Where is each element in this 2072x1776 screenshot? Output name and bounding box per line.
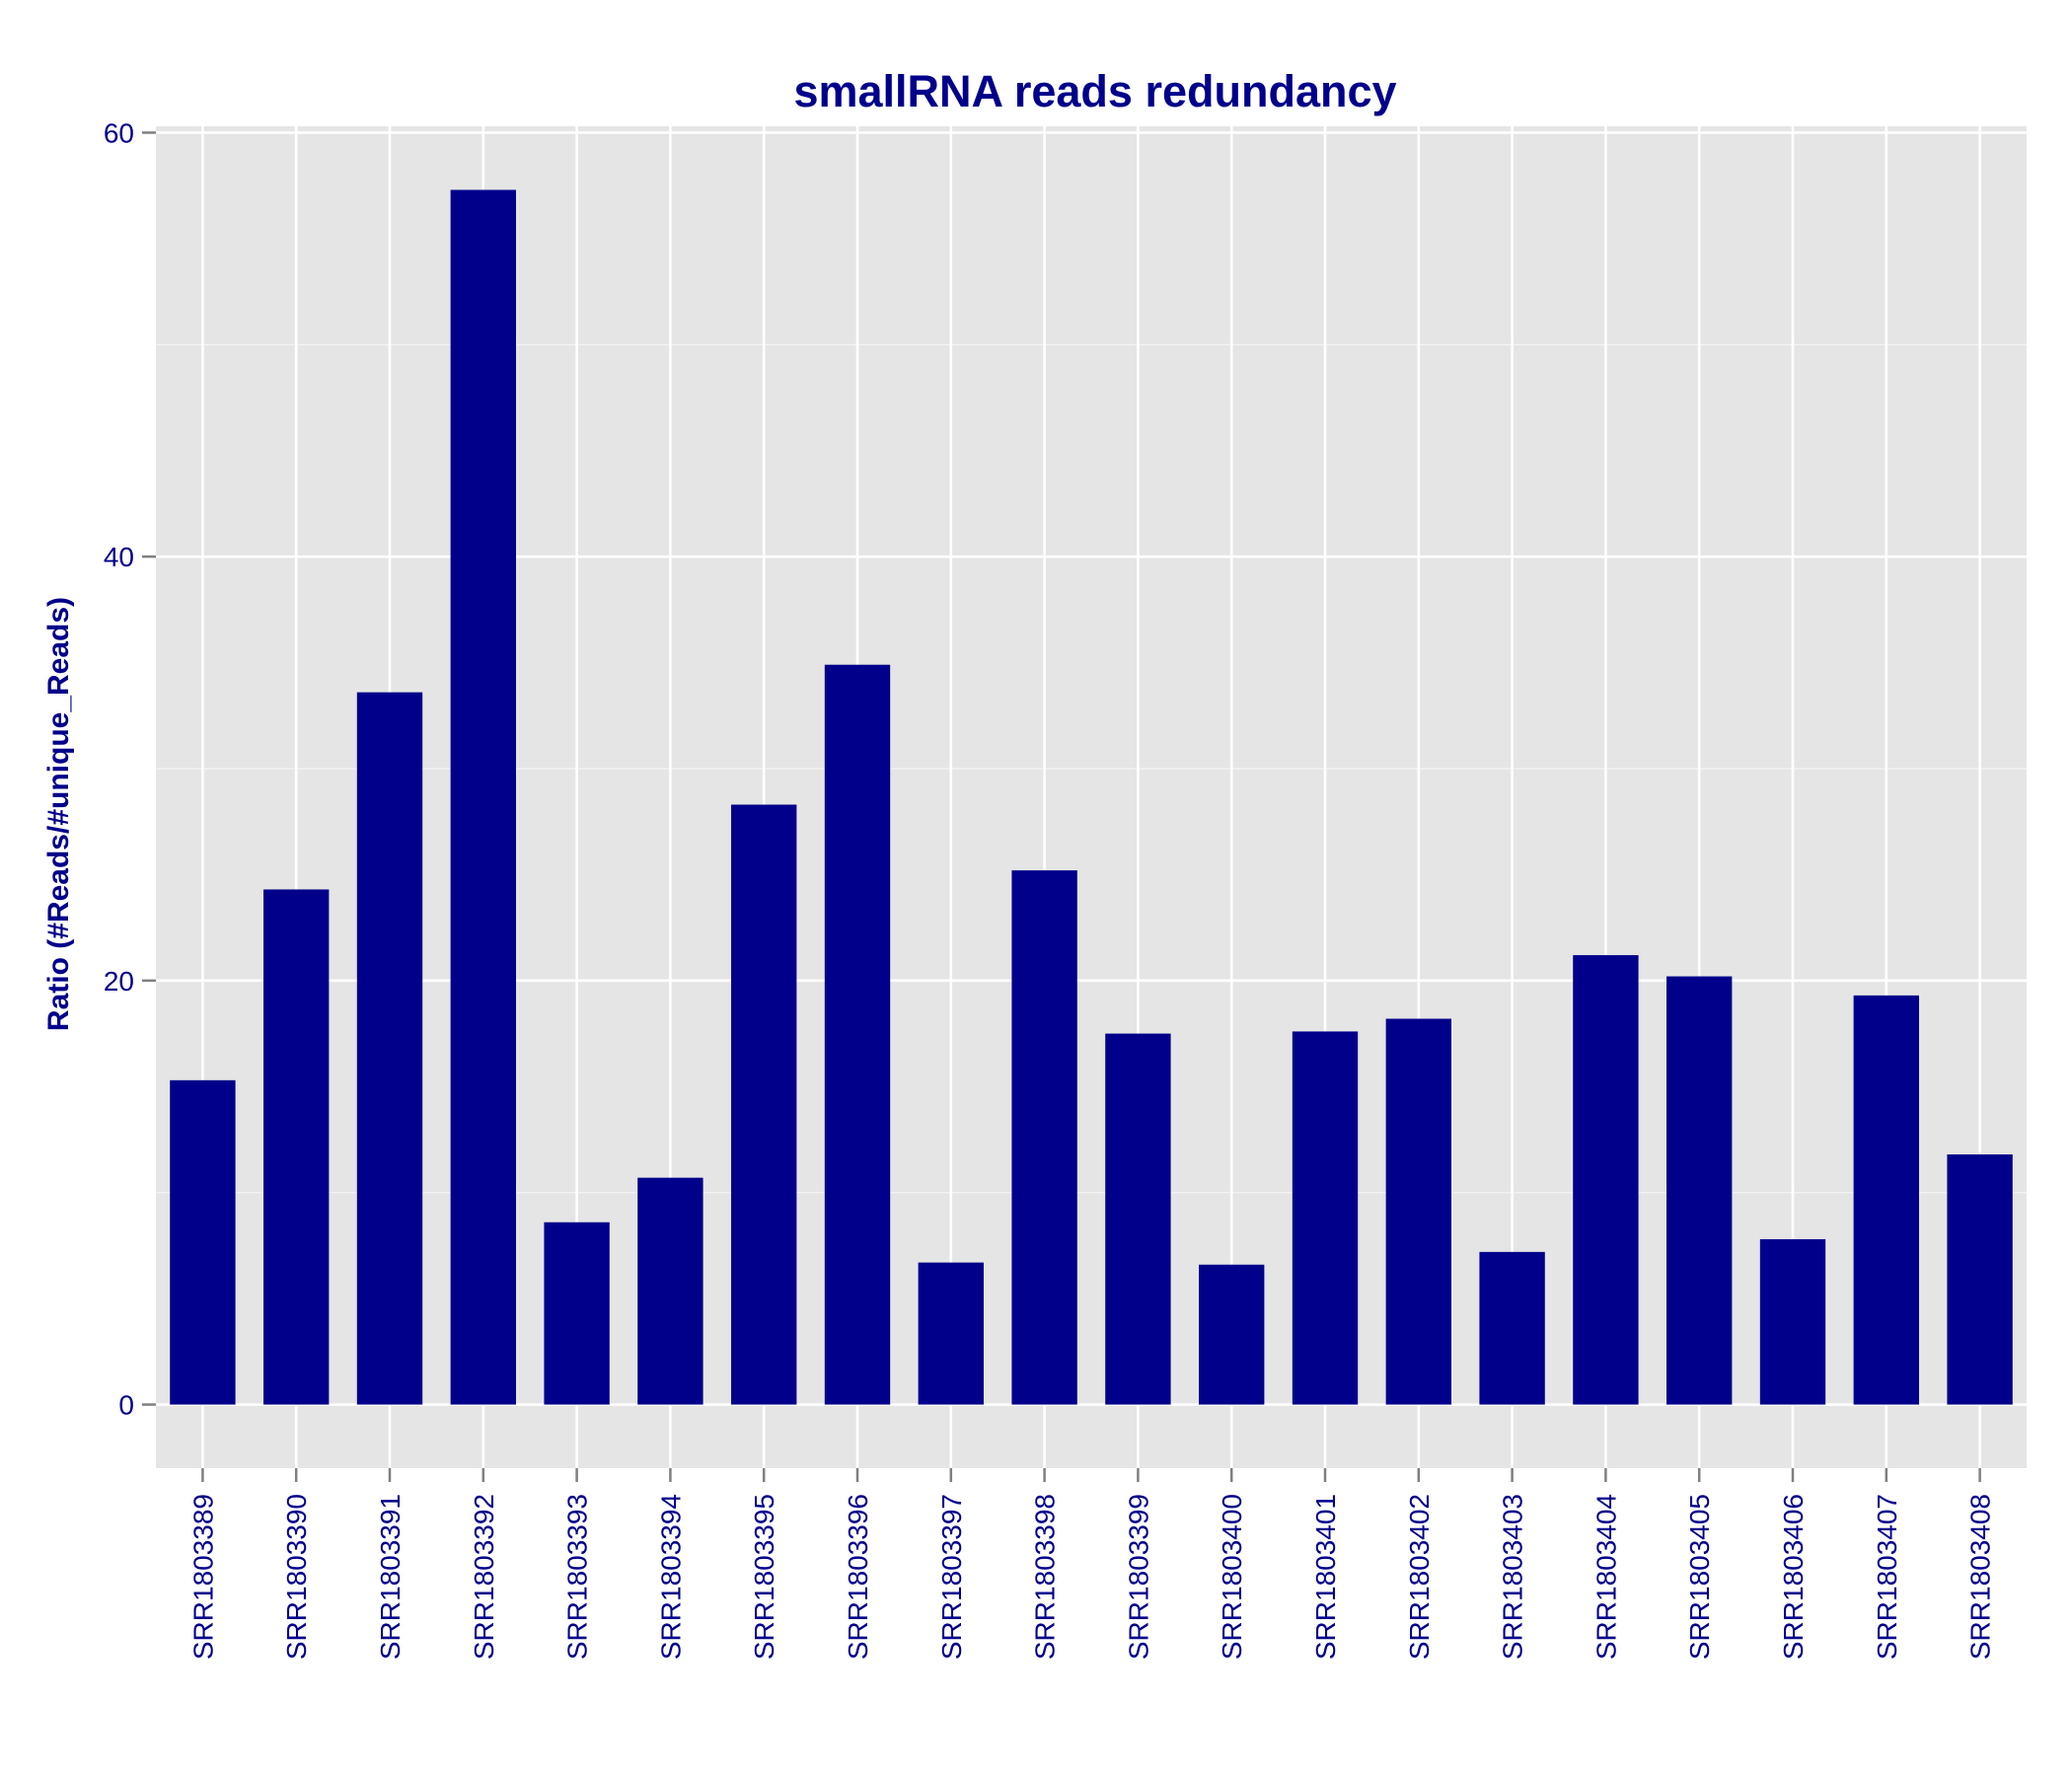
x-tick-label: SRR1803406 — [1778, 1494, 1809, 1660]
plot-panel — [156, 126, 2027, 1468]
bar-SRR1803394 — [637, 1177, 703, 1405]
bar-SRR1803395 — [731, 804, 797, 1405]
x-tick-label: SRR1803403 — [1498, 1494, 1528, 1660]
y-tick-label: 60 — [104, 117, 134, 148]
bar-SRR1803396 — [824, 664, 891, 1405]
bar-SRR1803393 — [544, 1221, 610, 1405]
bar-SRR1803401 — [1292, 1031, 1359, 1405]
bar-SRR1803405 — [1666, 976, 1733, 1405]
x-tick-label: SRR1803401 — [1310, 1494, 1341, 1660]
x-tick-label: SRR1803396 — [843, 1494, 873, 1660]
bar-SRR1803404 — [1573, 955, 1639, 1405]
x-tick-label: SRR1803408 — [1965, 1494, 1996, 1660]
y-tick-label: 20 — [104, 966, 134, 997]
x-tick-label: SRR1803398 — [1030, 1494, 1061, 1660]
bar-SRR1803402 — [1385, 1018, 1451, 1405]
x-tick-label: SRR1803389 — [187, 1494, 218, 1660]
x-tick-label: SRR1803399 — [1123, 1494, 1153, 1660]
x-tick-label: SRR1803407 — [1872, 1494, 1902, 1660]
x-tick-label: SRR1803393 — [562, 1494, 593, 1660]
x-tick-label: SRR1803405 — [1684, 1494, 1715, 1660]
bars — [170, 189, 2013, 1405]
y-tick-label: 0 — [118, 1390, 134, 1421]
bar-SRR1803400 — [1199, 1264, 1265, 1405]
bar-SRR1803390 — [263, 889, 330, 1405]
axes: 0 20 40 60 SRR1803389 SRR1803390 SRR1803391 SRR… — [104, 117, 1996, 1660]
x-tick-label: SRR1803404 — [1591, 1494, 1621, 1660]
bar-SRR1803403 — [1479, 1251, 1545, 1405]
bar-SRR1803392 — [450, 189, 516, 1405]
x-tick-label: SRR1803402 — [1404, 1494, 1435, 1660]
y-tick-label: 40 — [104, 542, 134, 572]
bar-SRR1803398 — [1011, 870, 1077, 1405]
bar-SRR1803408 — [1947, 1154, 2013, 1405]
bar-SRR1803407 — [1853, 995, 1919, 1405]
bar-SRR1803399 — [1105, 1033, 1171, 1405]
chart-title: smallRNA reads redundancy — [793, 66, 1396, 116]
x-tick-label: SRR1803391 — [375, 1494, 406, 1660]
x-tick-label: SRR1803392 — [469, 1494, 499, 1660]
bar-SRR1803406 — [1759, 1238, 1826, 1405]
bar-SRR1803397 — [918, 1262, 984, 1405]
bar-SRR1803389 — [170, 1079, 236, 1405]
x-tick-label: SRR1803400 — [1217, 1494, 1247, 1660]
y-axis-title: Ratio (#Reads/#unique_Reads) — [42, 597, 75, 1031]
x-tick-label: SRR1803394 — [655, 1494, 686, 1660]
x-tick-label: SRR1803397 — [936, 1494, 967, 1660]
x-tick-label: SRR1803390 — [281, 1494, 312, 1660]
x-tick-label: SRR1803395 — [749, 1494, 779, 1660]
bar-SRR1803391 — [356, 692, 423, 1405]
